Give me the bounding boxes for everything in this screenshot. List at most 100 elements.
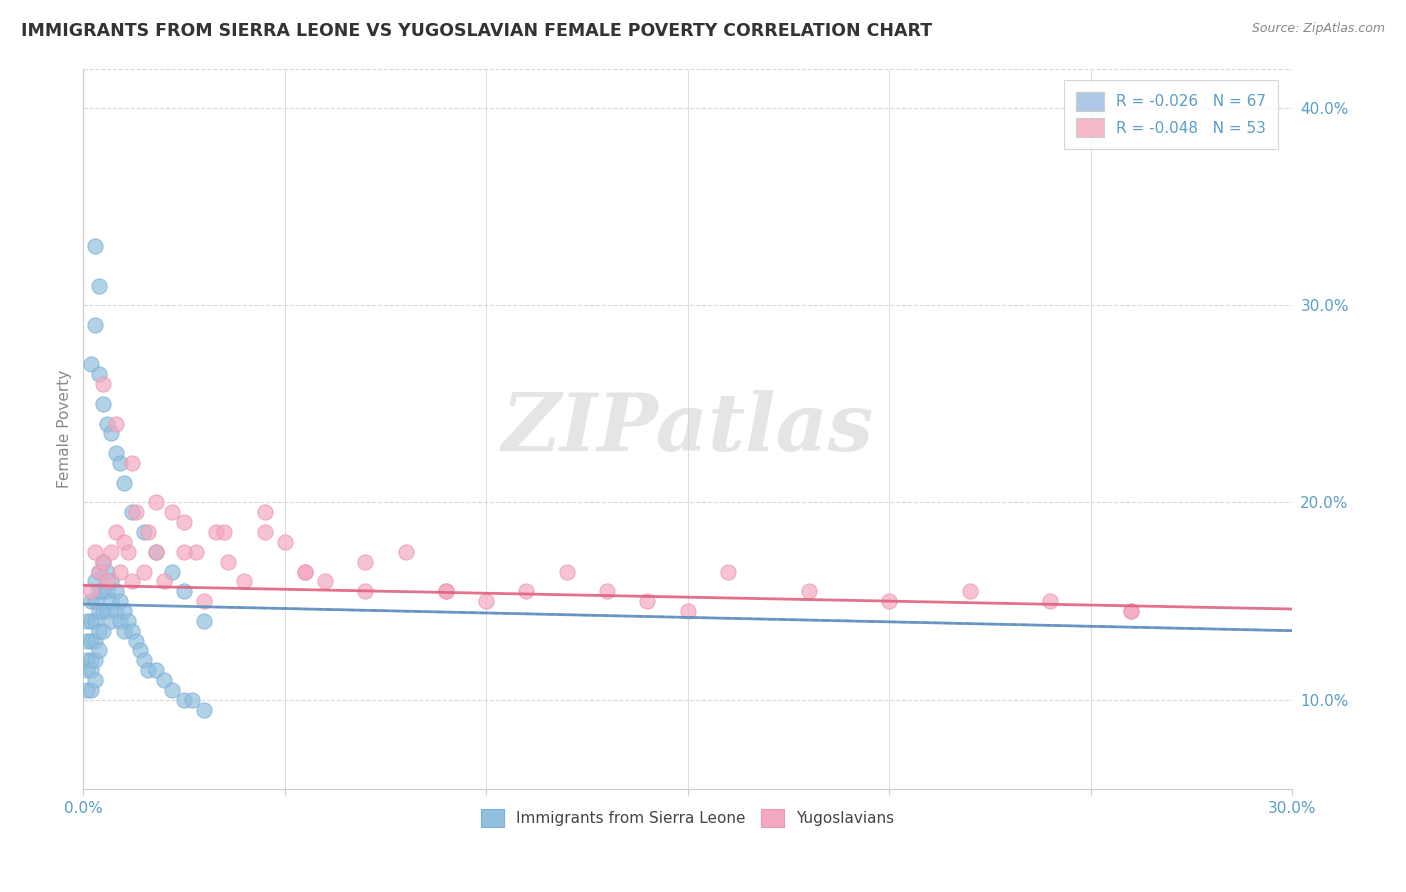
Point: [96, 565, 118, 579]
Point: [89, 565, 111, 579]
Point: [84, 574, 107, 589]
Point: [294, 565, 316, 579]
Point: [89, 368, 111, 382]
Point: [108, 565, 131, 579]
Point: [173, 515, 195, 529]
Point: [294, 565, 316, 579]
Point: [93, 377, 115, 392]
Point: [84, 239, 107, 253]
Point: [112, 535, 135, 549]
Point: [173, 584, 195, 599]
Point: [354, 555, 377, 569]
Point: [76, 653, 98, 667]
Legend: Immigrants from Sierra Leone, Yugoslavians: Immigrants from Sierra Leone, Yugoslavia…: [474, 801, 901, 835]
Point: [193, 703, 215, 717]
Point: [96, 574, 118, 589]
Point: [145, 545, 167, 559]
Text: ZIPatlas: ZIPatlas: [502, 390, 873, 467]
Point: [80, 663, 103, 677]
Point: [100, 594, 122, 608]
Point: [104, 584, 127, 599]
Point: [160, 682, 183, 697]
Point: [84, 318, 107, 332]
Point: [93, 624, 115, 638]
Point: [89, 643, 111, 657]
Point: [314, 574, 336, 589]
Point: [121, 456, 143, 470]
Point: [354, 584, 377, 599]
Point: [89, 278, 111, 293]
Point: [108, 614, 131, 628]
Point: [145, 495, 167, 509]
Point: [121, 624, 143, 638]
Point: [104, 417, 127, 431]
Point: [112, 624, 135, 638]
Point: [117, 545, 139, 559]
Point: [100, 545, 122, 559]
Point: [596, 584, 619, 599]
Point: [93, 555, 115, 569]
Point: [181, 692, 204, 706]
Point: [100, 426, 122, 441]
Point: [124, 505, 146, 519]
Point: [121, 574, 143, 589]
Point: [89, 584, 111, 599]
Point: [121, 505, 143, 519]
Point: [96, 584, 118, 599]
Point: [555, 565, 578, 579]
Point: [93, 555, 115, 569]
Point: [89, 565, 111, 579]
Point: [193, 614, 215, 628]
Point: [214, 525, 236, 540]
Point: [253, 505, 276, 519]
Point: [136, 525, 159, 540]
Point: [160, 565, 183, 579]
Point: [112, 475, 135, 490]
Point: [80, 584, 103, 599]
Point: [184, 545, 207, 559]
Point: [76, 614, 98, 628]
Point: [160, 505, 183, 519]
Point: [96, 417, 118, 431]
Point: [233, 574, 256, 589]
Point: [1039, 594, 1062, 608]
Point: [153, 673, 176, 687]
Point: [475, 594, 498, 608]
Point: [112, 604, 135, 618]
Point: [76, 633, 98, 648]
Point: [153, 574, 176, 589]
Point: [128, 643, 150, 657]
Point: [205, 525, 228, 540]
Point: [93, 397, 115, 411]
Point: [117, 614, 139, 628]
Point: [104, 604, 127, 618]
Point: [217, 555, 239, 569]
Point: [132, 525, 155, 540]
Point: [84, 673, 107, 687]
Point: [84, 653, 107, 667]
Point: [145, 663, 167, 677]
Point: [80, 682, 103, 697]
Y-axis label: Female Poverty: Female Poverty: [58, 369, 72, 488]
Point: [76, 682, 98, 697]
Point: [80, 358, 103, 372]
Point: [253, 525, 276, 540]
Point: [274, 535, 297, 549]
Point: [89, 624, 111, 638]
Point: [434, 584, 457, 599]
Point: [100, 574, 122, 589]
Point: [100, 614, 122, 628]
Point: [132, 653, 155, 667]
Point: [434, 584, 457, 599]
Point: [80, 614, 103, 628]
Point: [84, 594, 107, 608]
Point: [132, 565, 155, 579]
Point: [104, 525, 127, 540]
Point: [84, 614, 107, 628]
Point: [877, 594, 900, 608]
Point: [193, 594, 215, 608]
Point: [76, 663, 98, 677]
Point: [394, 545, 416, 559]
Point: [96, 604, 118, 618]
Point: [173, 692, 195, 706]
